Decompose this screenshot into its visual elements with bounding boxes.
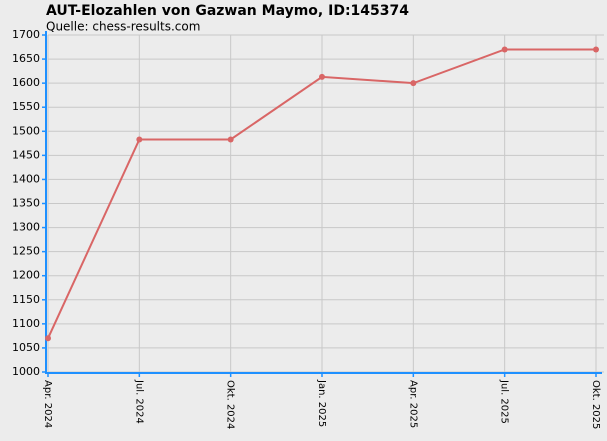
x-tick-label: Okt. 2025 (590, 380, 601, 429)
y-tick-label: 1050 (12, 341, 40, 354)
y-tick-label: 1250 (12, 245, 40, 258)
point (319, 73, 325, 80)
y-tick-label: 1650 (12, 52, 40, 65)
x-tick-label: Jul. 2024 (133, 379, 144, 424)
x-tick-label: Apr. 2024 (42, 380, 53, 428)
y-tick-label: 1100 (12, 317, 40, 330)
y-tick-label: 1400 (12, 172, 40, 185)
x-tick-label: Jan. 2025 (316, 379, 327, 427)
point (593, 46, 599, 53)
y-tick-label: 1200 (12, 269, 40, 282)
y-tick-label: 1700 (12, 28, 40, 41)
point (227, 136, 234, 143)
y-tick-label: 1000 (12, 365, 40, 378)
y-tick-label: 1350 (12, 197, 40, 210)
point (501, 46, 508, 53)
y-tick-label: 1600 (12, 76, 40, 89)
y-tick-label: 1300 (12, 221, 40, 234)
chart-subtitle: Quelle: chess-results.com (46, 20, 200, 34)
x-tick-label: Apr. 2025 (407, 380, 418, 428)
point (136, 136, 143, 143)
x-tick-label: Jul. 2025 (499, 379, 510, 424)
point (410, 80, 417, 87)
y-tick-label: 1150 (12, 293, 40, 306)
chart-title: AUT-Elozahlen von Gazwan Maymo, ID:14537… (46, 3, 409, 19)
point (45, 335, 51, 342)
y-tick-label: 1450 (12, 148, 40, 161)
y-tick-label: 1500 (12, 124, 40, 137)
y-tick-label: 1550 (12, 100, 40, 113)
x-tick-label: Okt. 2024 (225, 380, 236, 429)
